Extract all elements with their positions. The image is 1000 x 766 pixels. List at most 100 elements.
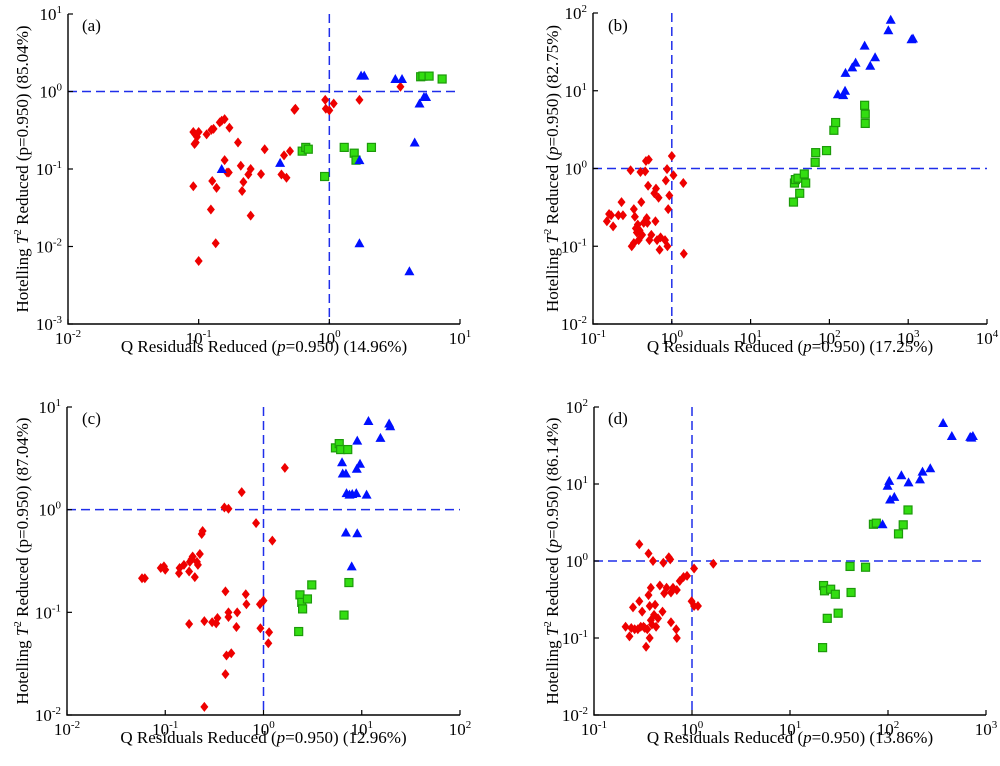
panel-label: (b)	[608, 16, 628, 35]
data-point-square	[821, 145, 832, 156]
data-point-diamond	[672, 633, 681, 643]
data-point-diamond	[617, 197, 626, 208]
data-point-diamond	[636, 167, 645, 178]
series-class-2	[817, 505, 913, 653]
data-point-diamond	[280, 462, 289, 473]
data-point-triangle	[354, 155, 365, 165]
data-point-triangle	[877, 519, 888, 529]
data-point-diamond	[690, 563, 699, 574]
data-point-triangle	[938, 417, 949, 427]
y-tick-label: 101	[39, 397, 62, 417]
data-point-square	[303, 144, 313, 154]
y-axis-title: Hotelling T2 Reduced (p=0.950) (87.04%)	[12, 417, 32, 704]
y-tick-label: 100	[39, 500, 62, 520]
series-class-1	[189, 81, 405, 266]
y-tick-label: 101	[566, 474, 589, 494]
data-point-diamond	[190, 572, 199, 583]
data-point-diamond	[194, 127, 203, 138]
data-point-diamond	[189, 181, 198, 192]
data-point-diamond	[659, 557, 668, 568]
data-point-diamond	[246, 164, 255, 174]
y-tick-label: 10-1	[36, 159, 62, 179]
y-tick-label: 10-2	[35, 705, 61, 725]
data-point-diamond	[256, 623, 265, 634]
data-point-triangle	[840, 85, 851, 95]
data-point-diamond	[191, 137, 200, 148]
data-point-diamond	[630, 211, 639, 222]
data-point-diamond	[213, 613, 222, 624]
data-point-diamond	[654, 192, 663, 203]
data-point-square	[831, 117, 841, 128]
x-tick-label: 100	[318, 328, 341, 348]
x-tick-label: 102	[449, 719, 472, 739]
data-point-square	[307, 580, 317, 590]
data-point-square	[295, 590, 305, 600]
data-point-triangle	[363, 416, 374, 426]
data-point-triangle	[859, 40, 870, 50]
data-point-diamond	[161, 564, 170, 575]
panel-b: 10-1 100 101 102 103 10410-210-1100101102(b)Q…	[542, 3, 999, 356]
data-point-diamond	[195, 548, 204, 559]
data-point-triangle	[882, 480, 893, 490]
data-point-diamond	[665, 190, 674, 201]
data-point-square	[302, 594, 313, 604]
data-point-diamond	[140, 573, 149, 584]
data-point-triangle	[352, 528, 363, 538]
data-point-diamond	[663, 241, 672, 252]
data-point-diamond	[329, 98, 338, 109]
x-tick-label: 101	[779, 719, 802, 739]
data-point-square	[795, 188, 805, 198]
data-point-square	[366, 142, 377, 152]
data-point-triangle	[355, 458, 366, 468]
data-point-diamond	[268, 535, 277, 546]
data-point-triangle	[884, 475, 895, 485]
data-point-triangle	[946, 431, 957, 441]
data-point-triangle	[896, 470, 907, 480]
data-point-triangle	[421, 91, 432, 101]
x-axis-title: Q Residuals Reduced (p=0.950) (12.96%)	[120, 728, 406, 747]
data-point-diamond	[666, 617, 675, 628]
series-class-1	[621, 539, 718, 652]
y-tick-label: 102	[565, 3, 588, 23]
data-point-diamond	[233, 607, 242, 618]
data-point-triangle	[346, 561, 357, 571]
data-point-diamond	[221, 586, 230, 597]
data-point-triangle	[354, 238, 365, 248]
data-point-diamond	[635, 539, 644, 550]
data-point-square	[860, 562, 871, 572]
data-point-diamond	[649, 556, 658, 566]
data-point-diamond	[618, 210, 627, 221]
data-point-square	[845, 561, 855, 572]
data-point-diamond	[638, 606, 647, 617]
data-point-triangle	[870, 52, 881, 62]
series-class-1	[602, 150, 688, 259]
data-point-diamond	[662, 582, 671, 593]
data-point-triangle	[409, 137, 420, 147]
data-point-diamond	[355, 94, 364, 105]
data-point-diamond	[661, 175, 670, 186]
x-tick-label: 102	[877, 719, 900, 739]
data-point-square	[294, 626, 304, 637]
data-point-square	[826, 584, 836, 594]
series-class-1	[138, 462, 289, 712]
x-tick-label: 10-1	[580, 328, 606, 348]
series-class-2	[297, 71, 447, 182]
data-point-diamond	[321, 94, 330, 105]
data-point-diamond	[241, 589, 250, 600]
data-point-diamond	[259, 595, 268, 606]
y-tick-label: 100	[565, 159, 588, 179]
data-point-diamond	[621, 621, 630, 632]
y-tick-label: 10-1	[561, 236, 587, 256]
data-point-diamond	[644, 180, 653, 191]
y-axis-title: Hotelling T2 Reduced (p=0.950) (86.14%)	[542, 417, 562, 704]
data-point-triangle	[903, 477, 914, 487]
panel-c: 10-2 10-1 100 101 102 10-2 10-1 100 101 (c) Q Resi…	[12, 397, 471, 747]
data-point-triangle	[414, 98, 425, 108]
data-point-diamond	[644, 154, 653, 165]
series-class-3	[877, 417, 978, 529]
data-point-triangle	[275, 157, 286, 167]
data-point-square	[320, 171, 330, 182]
y-tick-label: 101	[40, 4, 63, 24]
data-point-triangle	[359, 70, 370, 80]
